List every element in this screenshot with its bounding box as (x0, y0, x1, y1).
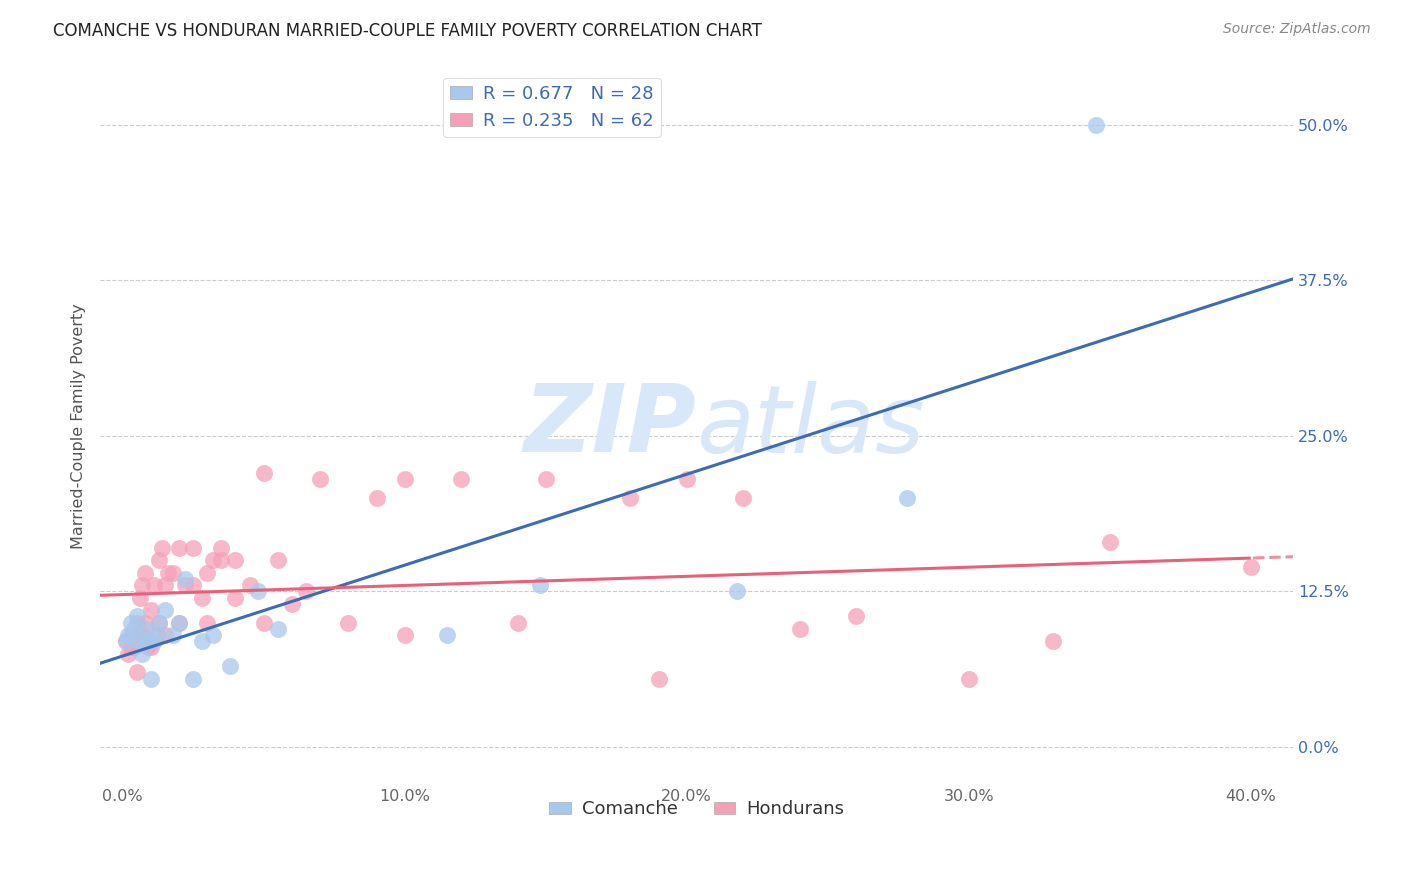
Point (957, 672, 980, 686)
Point (436, 628, 458, 642)
Point (134, 566, 156, 580)
Point (224, 591, 246, 605)
Point (131, 647, 153, 661)
Point (309, 472, 332, 486)
Point (529, 578, 551, 592)
Text: atlas: atlas (696, 381, 925, 472)
Point (173, 578, 195, 592)
Point (156, 566, 179, 580)
Point (1042, 634, 1064, 648)
Point (125, 615, 148, 630)
Point (148, 553, 170, 567)
Point (1240, 559, 1263, 574)
Point (181, 541, 204, 555)
Point (896, 491, 918, 505)
Point (120, 628, 142, 642)
Point (727, 584, 749, 599)
Point (167, 615, 190, 630)
Point (173, 572, 195, 586)
Point (534, 472, 557, 486)
Point (167, 541, 190, 555)
Point (190, 634, 212, 648)
Point (619, 491, 641, 505)
Point (131, 578, 153, 592)
Point (295, 584, 318, 599)
Point (139, 672, 162, 686)
Point (337, 615, 360, 630)
Point (195, 566, 218, 580)
Point (153, 578, 176, 592)
Point (114, 634, 136, 648)
Point (136, 634, 159, 648)
Point (167, 615, 190, 630)
Point (148, 615, 170, 630)
Point (142, 578, 165, 592)
Point (125, 665, 148, 680)
Point (253, 615, 276, 630)
Point (150, 541, 173, 555)
Point (117, 628, 139, 642)
Point (195, 615, 218, 630)
Y-axis label: Married-Couple Family Poverty: Married-Couple Family Poverty (72, 303, 86, 549)
Point (139, 640, 162, 655)
Point (201, 628, 224, 642)
Point (122, 640, 145, 655)
Point (845, 609, 868, 624)
Point (139, 603, 162, 617)
Point (128, 628, 150, 642)
Point (153, 603, 176, 617)
Point (190, 591, 212, 605)
Point (145, 628, 167, 642)
Point (122, 622, 145, 636)
Point (162, 628, 184, 642)
Point (224, 553, 246, 567)
Point (209, 541, 232, 555)
Point (162, 566, 184, 580)
Point (267, 622, 290, 636)
Point (136, 640, 159, 655)
Point (128, 634, 150, 648)
Point (153, 628, 176, 642)
Point (131, 628, 153, 642)
Point (450, 472, 472, 486)
Point (247, 584, 270, 599)
Point (148, 615, 170, 630)
Point (1084, 118, 1107, 132)
Point (209, 553, 232, 567)
Point (134, 622, 156, 636)
Point (134, 615, 156, 630)
Point (142, 634, 165, 648)
Point (506, 615, 529, 630)
Point (675, 472, 697, 486)
Text: Source: ZipAtlas.com: Source: ZipAtlas.com (1223, 22, 1371, 37)
Point (218, 659, 240, 673)
Point (394, 472, 416, 486)
Point (253, 466, 276, 480)
Point (647, 672, 669, 686)
Point (733, 491, 755, 505)
Point (366, 491, 388, 505)
Point (267, 553, 290, 567)
Point (1098, 534, 1121, 549)
Point (181, 578, 204, 592)
Point (117, 647, 139, 661)
Text: COMANCHE VS HONDURAN MARRIED-COUPLE FAMILY POVERTY CORRELATION CHART: COMANCHE VS HONDURAN MARRIED-COUPLE FAMI… (53, 22, 762, 40)
Point (120, 615, 142, 630)
Point (201, 553, 224, 567)
Point (181, 672, 204, 686)
Point (114, 634, 136, 648)
Point (145, 628, 167, 642)
Point (394, 628, 416, 642)
Point (128, 591, 150, 605)
Point (120, 640, 142, 655)
Point (789, 622, 811, 636)
Point (125, 609, 148, 624)
Point (281, 597, 304, 611)
Legend: Comanche, Hondurans: Comanche, Hondurans (541, 793, 851, 825)
Text: ZIP: ZIP (523, 381, 696, 473)
Point (239, 578, 262, 592)
